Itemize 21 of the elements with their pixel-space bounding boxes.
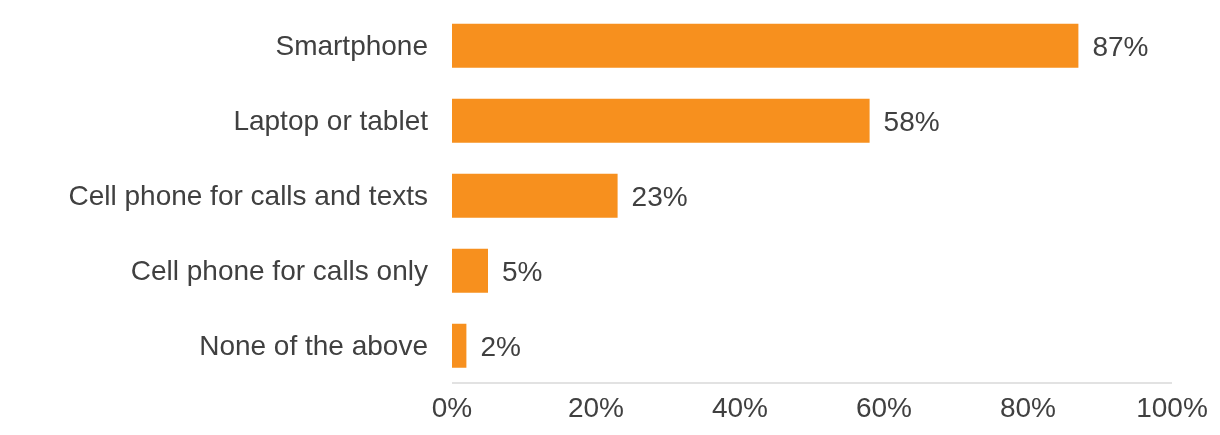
x-tick-label: 80% bbox=[999, 391, 1057, 423]
bar bbox=[452, 173, 618, 218]
x-tick-label: 0% bbox=[431, 391, 473, 423]
bar bbox=[452, 98, 870, 143]
y-tick-label: Cell phone for calls only bbox=[130, 255, 428, 287]
data-label: 2% bbox=[480, 330, 521, 362]
data-label: 5% bbox=[502, 255, 543, 287]
y-tick-label: None of the above bbox=[199, 330, 428, 362]
bar bbox=[452, 23, 1079, 68]
x-tick-label: 20% bbox=[567, 391, 625, 423]
x-tick-label: 60% bbox=[855, 391, 913, 423]
bar bbox=[452, 323, 467, 368]
y-tick-label: Cell phone for calls and texts bbox=[68, 180, 428, 212]
data-label: 87% bbox=[1092, 30, 1149, 62]
x-tick-label: 100% bbox=[1136, 391, 1208, 423]
data-label: 23% bbox=[631, 180, 688, 212]
bar bbox=[452, 248, 488, 293]
data-label: 58% bbox=[883, 105, 940, 137]
x-tick-label: 40% bbox=[711, 391, 769, 423]
y-tick-label: Smartphone bbox=[275, 30, 428, 62]
y-tick-label: Laptop or tablet bbox=[233, 105, 429, 137]
